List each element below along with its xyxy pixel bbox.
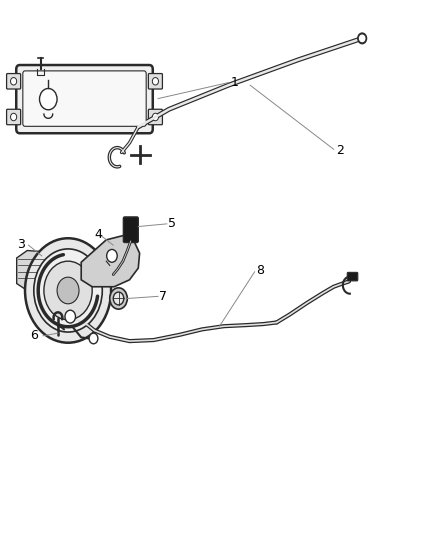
Polygon shape xyxy=(17,251,48,290)
Circle shape xyxy=(44,261,92,320)
FancyBboxPatch shape xyxy=(16,65,152,133)
Text: 7: 7 xyxy=(159,290,167,303)
Text: 2: 2 xyxy=(335,144,343,157)
FancyBboxPatch shape xyxy=(148,74,162,89)
Circle shape xyxy=(359,35,364,42)
FancyBboxPatch shape xyxy=(7,109,21,125)
Circle shape xyxy=(25,238,111,343)
Polygon shape xyxy=(81,235,139,287)
Circle shape xyxy=(39,88,57,110)
FancyBboxPatch shape xyxy=(7,74,21,89)
Text: 4: 4 xyxy=(94,228,102,241)
FancyBboxPatch shape xyxy=(346,272,357,281)
Circle shape xyxy=(152,78,158,85)
Circle shape xyxy=(106,249,117,262)
Circle shape xyxy=(152,114,158,121)
Circle shape xyxy=(113,292,124,305)
FancyBboxPatch shape xyxy=(148,109,162,125)
FancyBboxPatch shape xyxy=(123,217,138,243)
Text: 6: 6 xyxy=(30,329,38,342)
Circle shape xyxy=(34,249,102,332)
Circle shape xyxy=(357,33,366,44)
Text: 8: 8 xyxy=(255,264,263,277)
Text: 1: 1 xyxy=(230,76,238,89)
Text: 5: 5 xyxy=(167,217,175,230)
Circle shape xyxy=(110,288,127,309)
FancyBboxPatch shape xyxy=(23,71,146,126)
Circle shape xyxy=(57,277,79,304)
Circle shape xyxy=(65,310,75,323)
Text: 3: 3 xyxy=(18,238,25,251)
Circle shape xyxy=(89,333,98,344)
Circle shape xyxy=(11,114,17,121)
Circle shape xyxy=(11,78,17,85)
